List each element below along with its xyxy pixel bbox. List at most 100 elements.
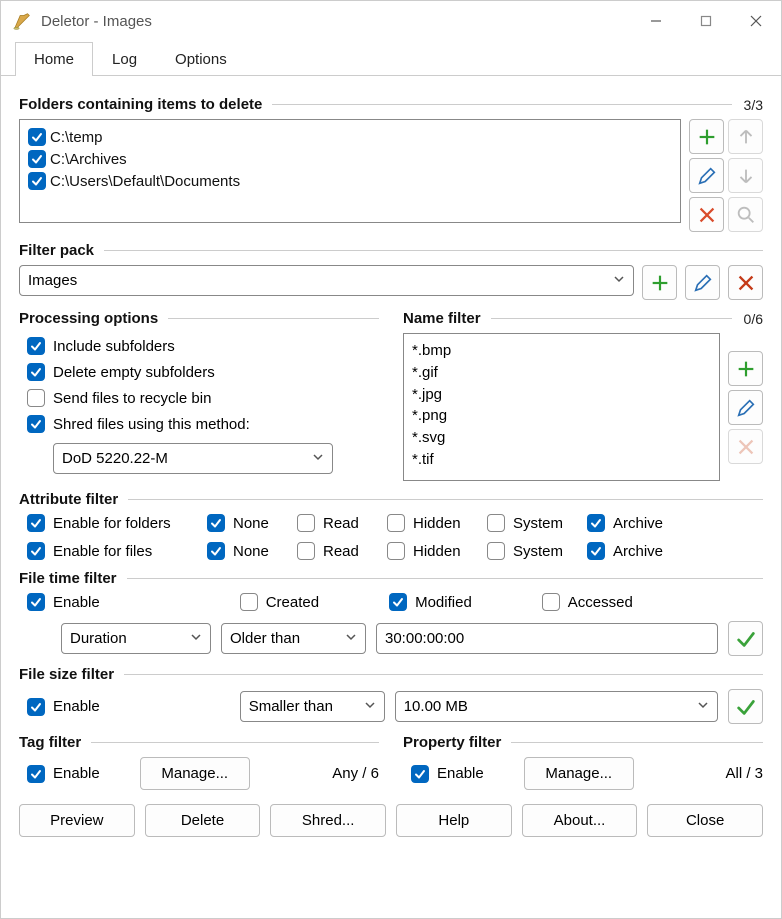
folders-title: Folders containing items to delete [19, 96, 262, 113]
checkbox-icon [297, 514, 315, 532]
attr-files-archive-checkbox[interactable]: Archive [587, 542, 687, 560]
filesize-title: File size filter [19, 666, 114, 683]
checkbox-icon [28, 128, 46, 146]
maximize-button[interactable] [681, 1, 731, 41]
edit-folder-button[interactable] [689, 158, 724, 193]
tab-home[interactable]: Home [15, 42, 93, 76]
remove-filterpack-button[interactable] [728, 265, 763, 300]
folder-item[interactable]: C:\Users\Default\Documents [28, 170, 672, 192]
footer-buttons: Preview Delete Shred... Help About... Cl… [19, 804, 763, 837]
processing-header: Processing options [19, 310, 379, 327]
attr-files-system-checkbox[interactable]: System [487, 542, 587, 560]
attr-files-none-checkbox[interactable]: None [207, 542, 297, 560]
attr-folders-archive-checkbox[interactable]: Archive [587, 514, 687, 532]
move-up-button[interactable] [728, 119, 763, 154]
delete-button[interactable]: Delete [145, 804, 261, 837]
filetime-enable-checkbox[interactable]: Enable [27, 593, 100, 611]
checkbox-icon [27, 337, 45, 355]
filesize-header: File size filter [19, 666, 763, 683]
close-window-button[interactable] [731, 1, 781, 41]
app-icon [11, 10, 33, 32]
propfilter-enable-checkbox[interactable]: Enable [411, 765, 484, 783]
checkbox-icon [587, 514, 605, 532]
propfilter-manage-button[interactable]: Manage... [524, 757, 634, 790]
checkbox-icon [27, 542, 45, 560]
filetime-value-input[interactable]: 30:00:00:00 [376, 623, 718, 654]
namefilter-item[interactable]: *.gif [412, 362, 711, 384]
filetime-accessed-checkbox[interactable]: Accessed [542, 593, 633, 611]
shred-button[interactable]: Shred... [270, 804, 386, 837]
filesize-enable-checkbox[interactable]: Enable [27, 698, 100, 716]
checkbox-icon [542, 593, 560, 611]
app-window: Deletor - Images Home Log Options Folder… [0, 0, 782, 919]
filetime-relation-combo[interactable]: Older than [221, 623, 366, 654]
edit-namefilter-button[interactable] [728, 390, 763, 425]
filterpack-value: Images [28, 272, 613, 289]
chevron-down-icon [190, 630, 202, 647]
filesize-value-combo[interactable]: 10.00 MB [395, 691, 718, 722]
attr-folders-enable-checkbox[interactable]: Enable for folders [27, 514, 207, 532]
checkbox-icon [240, 593, 258, 611]
help-button[interactable]: Help [396, 804, 512, 837]
checkbox-icon [487, 542, 505, 560]
include-subfolders-checkbox[interactable]: Include subfolders [19, 333, 379, 359]
filesize-relation-combo[interactable]: Smaller than [240, 691, 385, 722]
attr-files-enable-checkbox[interactable]: Enable for files [27, 542, 207, 560]
propfilter-title: Property filter [403, 734, 501, 751]
namefilter-item[interactable]: *.png [412, 405, 711, 427]
shred-checkbox[interactable]: Shred files using this method: [19, 411, 379, 437]
filetime-mode-combo[interactable]: Duration [61, 623, 211, 654]
edit-filterpack-button[interactable] [685, 265, 720, 300]
filetime-apply-button[interactable] [728, 621, 763, 656]
filetime-created-checkbox[interactable]: Created [240, 593, 319, 611]
folders-count: 3/3 [744, 97, 763, 113]
filetime-modified-checkbox[interactable]: Modified [389, 593, 472, 611]
namefilter-count: 0/6 [744, 311, 763, 327]
namefilter-listbox[interactable]: *.bmp*.gif*.jpg*.png*.svg*.tif [403, 333, 720, 481]
preview-button[interactable]: Preview [19, 804, 135, 837]
checkbox-icon [27, 698, 45, 716]
tab-options[interactable]: Options [156, 42, 246, 76]
checkbox-icon [389, 593, 407, 611]
namefilter-item[interactable]: *.tif [412, 449, 711, 471]
tagfilter-summary: Any / 6 [332, 765, 379, 782]
close-button[interactable]: Close [647, 804, 763, 837]
remove-namefilter-button[interactable] [728, 429, 763, 464]
attr-folders-hidden-checkbox[interactable]: Hidden [387, 514, 487, 532]
folder-item[interactable]: C:\temp [28, 126, 672, 148]
tagfilter-header: Tag filter [19, 734, 379, 751]
about-button[interactable]: About... [522, 804, 638, 837]
window-title: Deletor - Images [41, 13, 152, 30]
delete-empty-checkbox[interactable]: Delete empty subfolders [19, 359, 379, 385]
move-down-button[interactable] [728, 158, 763, 193]
filesize-apply-button[interactable] [728, 689, 763, 724]
remove-folder-button[interactable] [689, 197, 724, 232]
attr-folders-read-checkbox[interactable]: Read [297, 514, 387, 532]
recycle-checkbox[interactable]: Send files to recycle bin [19, 385, 379, 411]
browse-folder-button[interactable] [728, 197, 763, 232]
chevron-down-icon [345, 630, 357, 647]
tagfilter-enable-checkbox[interactable]: Enable [27, 765, 100, 783]
filterpack-combo[interactable]: Images [19, 265, 634, 296]
namefilter-item[interactable]: *.jpg [412, 384, 711, 406]
attr-folders-system-checkbox[interactable]: System [487, 514, 587, 532]
attribute-title: Attribute filter [19, 491, 118, 508]
tab-log[interactable]: Log [93, 42, 156, 76]
folder-item[interactable]: C:\Archives [28, 148, 672, 170]
folders-listbox[interactable]: C:\tempC:\ArchivesC:\Users\Default\Docum… [19, 119, 681, 223]
attr-files-hidden-checkbox[interactable]: Hidden [387, 542, 487, 560]
checkbox-icon [27, 765, 45, 783]
add-filterpack-button[interactable] [642, 265, 677, 300]
minimize-button[interactable] [631, 1, 681, 41]
namefilter-item[interactable]: *.svg [412, 427, 711, 449]
add-namefilter-button[interactable] [728, 351, 763, 386]
namefilter-item[interactable]: *.bmp [412, 340, 711, 362]
namefilter-header: Name filter 0/6 [403, 310, 763, 327]
shred-method-combo[interactable]: DoD 5220.22-M [53, 443, 333, 474]
add-folder-button[interactable] [689, 119, 724, 154]
tagfilter-manage-button[interactable]: Manage... [140, 757, 250, 790]
attr-files-read-checkbox[interactable]: Read [297, 542, 387, 560]
checkbox-icon [27, 514, 45, 532]
attr-folders-none-checkbox[interactable]: None [207, 514, 297, 532]
checkbox-icon [587, 542, 605, 560]
